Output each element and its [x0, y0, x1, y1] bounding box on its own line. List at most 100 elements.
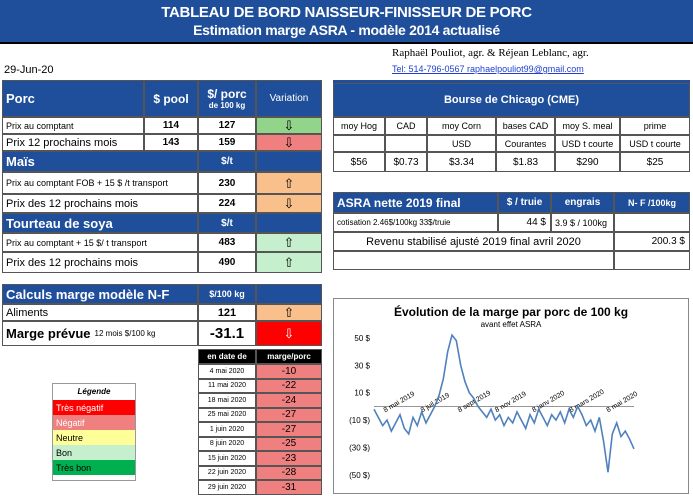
- legend-items: Très négatif Négatif Neutre Bon Très bon: [53, 400, 135, 475]
- cme-col-value: $1.83: [496, 152, 555, 172]
- soya-unit: $/t: [198, 213, 256, 233]
- legend-item: Bon: [53, 445, 135, 460]
- porc-row-label: Prix 12 prochains mois: [2, 134, 144, 151]
- calculs-unit: $/100 kg: [198, 284, 256, 304]
- asra-truie-value: 44 $: [498, 213, 551, 232]
- cme-col-unit: [333, 135, 385, 152]
- cme-col-unit: Courantes: [496, 135, 555, 152]
- history-date: 11 mai 2020: [198, 378, 256, 393]
- calculs-header-filler: [256, 284, 322, 304]
- title-line2: Estimation marge ASRA - modèle 2014 actu…: [193, 22, 500, 38]
- cme-col-unit: USD: [427, 135, 496, 152]
- history-marge-value: -27: [256, 407, 322, 422]
- margin-chart-svg: 50 $ 30 $ 10 $ (10 $) (30 $) (50 $) 8 mai 2019…: [349, 333, 640, 480]
- asra-empty-row: [333, 251, 614, 270]
- calculs-header: Calculs marge modèle N-F: [2, 284, 198, 304]
- y-tick-label: (50 $): [349, 471, 370, 480]
- col-pool-header: $ pool: [144, 80, 198, 117]
- margin-series-line: [373, 333, 635, 473]
- contact-link[interactable]: Tel: 514-796-0567 raphaelpouliot99@gmail…: [392, 64, 584, 74]
- cme-col-name: moy Corn: [427, 117, 496, 135]
- asra-col-engrais: engrais: [551, 192, 614, 213]
- cme-col-value: $56: [333, 152, 385, 172]
- mais-row-value: 224: [198, 194, 256, 213]
- history-date: 29 juin 2020: [198, 480, 256, 495]
- aliments-label: Aliments: [2, 304, 198, 321]
- col-porc-header: $/ porc de 100 kg: [198, 80, 256, 117]
- history-marge-value: -25: [256, 436, 322, 451]
- dashboard-title-bar: TABLEAU DE BORD NAISSEUR-FINISSEUR DE PO…: [0, 0, 693, 44]
- cme-col-name: moy Hog: [333, 117, 385, 135]
- asra-revenu-value: 200.3 $: [614, 232, 690, 251]
- title-line1: TABLEAU DE BORD NAISSEUR-FINISSEUR DE PO…: [161, 4, 532, 21]
- porc-row-pool: 114: [144, 117, 198, 134]
- y-tick-label: (30 $): [349, 444, 370, 453]
- y-tick-label: 50 $: [354, 334, 370, 343]
- cme-col-value: $0.73: [385, 152, 427, 172]
- history-date: 25 mai 2020: [198, 407, 256, 422]
- cme-col-unit: USD t courte: [555, 135, 620, 152]
- x-tick-label: 8 mai 2019: [383, 391, 417, 414]
- mais-row-label: Prix des 12 prochains mois: [2, 194, 198, 213]
- mais-header-filler: [256, 151, 322, 172]
- marge-label: Marge prévue: [6, 326, 91, 341]
- mais-unit: $/t: [198, 151, 256, 172]
- legend-item: Très négatif: [53, 400, 135, 415]
- porc-header: Porc: [2, 80, 144, 117]
- arrow-down-icon: ⇩: [256, 134, 322, 151]
- soya-row-label: Prix des 12 prochains mois: [2, 252, 198, 273]
- soya-header-filler: [256, 213, 322, 233]
- cme-header: Bourse de Chicago (CME): [333, 83, 690, 117]
- y-tick-label: 10 $: [354, 389, 370, 398]
- asra-engrais-value: 3.9 $ / 100kg: [551, 213, 614, 232]
- asra-revenu-label: Revenu stabilisé ajusté 2019 final avril…: [333, 232, 614, 251]
- cme-col-value: $290: [555, 152, 620, 172]
- mais-header: Maïs: [2, 151, 198, 172]
- history-marge-value: -24: [256, 393, 322, 408]
- history-col-date: en date de: [198, 349, 256, 364]
- asra-header: ASRA nette 2019 final: [333, 192, 498, 213]
- mais-row-value: 230: [198, 172, 256, 194]
- arrow-up-icon: ⇧: [256, 304, 322, 321]
- x-tick-label: 8 sept 2019: [457, 390, 492, 414]
- cme-col-value: $3.34: [427, 152, 496, 172]
- porc-row-value: 127: [198, 117, 256, 134]
- marge-value: -31.1: [198, 321, 256, 346]
- asra-empty-row: [614, 251, 690, 270]
- cme-col-value: $25: [620, 152, 690, 172]
- chart-subtitle: avant effet ASRA: [480, 320, 542, 329]
- col-porc-l1: $/ porc: [207, 87, 247, 101]
- porc-row-label: Prix au comptant: [2, 117, 144, 134]
- authors: Raphaël Pouliot, agr. & Réjean Leblanc, …: [392, 47, 589, 59]
- soya-row-value: 490: [198, 252, 256, 273]
- history-date: 18 mai 2020: [198, 393, 256, 408]
- asra-nf-empty: [614, 213, 690, 232]
- asra-cotisation-label: cotisation 2.46$/100kg 33$/truie: [333, 213, 498, 232]
- soya-header: Tourteau de soya: [2, 213, 198, 233]
- col-porc-l2: de 100 kg: [208, 101, 246, 110]
- y-tick-label: 30 $: [354, 361, 370, 370]
- arrow-down-icon: ⇩: [256, 117, 322, 134]
- history-date: 22 juin 2020: [198, 465, 256, 480]
- cme-top-bar: [333, 80, 690, 83]
- chart-title: Évolution de la marge par porc de 100 kg: [393, 305, 629, 319]
- arrow-down-icon: ⇩: [256, 194, 322, 213]
- history-marge-value: -10: [256, 364, 322, 379]
- history-date: 1 juin 2020: [198, 422, 256, 437]
- legend-item: Très bon: [53, 460, 135, 475]
- cme-col-unit: USD t courte: [620, 135, 690, 152]
- asra-col-nf: N- F /100kg: [614, 192, 690, 213]
- legend: Légende Très négatif Négatif Neutre Bon Très…: [52, 383, 136, 481]
- cme-col-unit: [385, 135, 427, 152]
- aliments-value: 121: [198, 304, 256, 321]
- col-variation-header: Variation: [256, 80, 322, 117]
- arrow-up-icon: ⇧: [256, 233, 322, 252]
- x-tick-label: 8 mai 2020: [606, 391, 640, 414]
- history-marge-value: -23: [256, 451, 322, 466]
- history-date: 15 juin 2020: [198, 451, 256, 466]
- marge-label-cell: Marge prévue 12 mois $/100 kg: [2, 321, 198, 346]
- cme-col-name: bases CAD: [496, 117, 555, 135]
- legend-title: Légende: [77, 387, 111, 396]
- soya-row-value: 483: [198, 233, 256, 252]
- margin-chart: 50 $ 30 $ 10 $ (10 $) (30 $) (50 $) 8 mai 2019…: [333, 298, 689, 494]
